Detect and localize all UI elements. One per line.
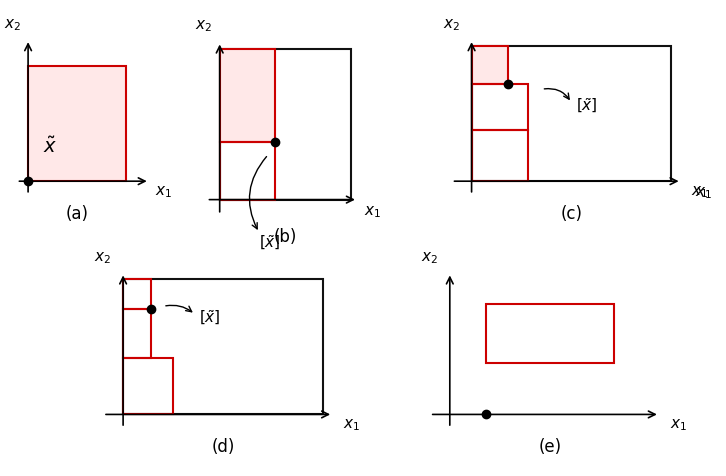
Text: (d): (d) — [211, 438, 234, 456]
Text: $\tilde{x}$: $\tilde{x}$ — [43, 138, 57, 158]
Bar — [472, 46, 507, 84]
Text: (c): (c) — [560, 205, 582, 223]
Bar — [220, 49, 275, 142]
Text: $x_1$: $x_1$ — [669, 417, 687, 433]
Bar — [472, 130, 528, 181]
Text: $x_1$: $x_1$ — [155, 184, 173, 200]
Bar — [123, 279, 151, 309]
Text: $x_2$: $x_2$ — [421, 250, 438, 266]
Text: $[\tilde{x}]$: $[\tilde{x}]$ — [199, 308, 221, 327]
Text: $x_2$: $x_2$ — [443, 17, 460, 32]
Bar — [123, 279, 323, 415]
Text: $x_2$: $x_2$ — [94, 250, 111, 266]
Text: $x_2$: $x_2$ — [4, 17, 21, 32]
Text: $x_1$: $x_1$ — [343, 417, 360, 433]
Text: (e): (e) — [538, 438, 561, 456]
Bar — [28, 66, 126, 181]
Text: (b): (b) — [274, 228, 297, 246]
Bar — [472, 46, 672, 181]
Bar — [472, 84, 528, 130]
Text: $x_2$: $x_2$ — [195, 19, 212, 34]
Bar — [123, 357, 173, 415]
Text: $[\tilde{x}]$: $[\tilde{x}]$ — [576, 97, 597, 115]
Bar — [486, 304, 613, 363]
Bar — [123, 309, 151, 357]
Text: $x_1$: $x_1$ — [691, 184, 709, 200]
Text: (a): (a) — [65, 205, 88, 223]
Bar — [220, 49, 351, 199]
Text: $x_1$: $x_1$ — [364, 204, 381, 219]
Text: $[\tilde{x}]$: $[\tilde{x}]$ — [259, 234, 280, 252]
Bar — [220, 142, 275, 199]
Text: $x_1$: $x_1$ — [696, 186, 713, 201]
